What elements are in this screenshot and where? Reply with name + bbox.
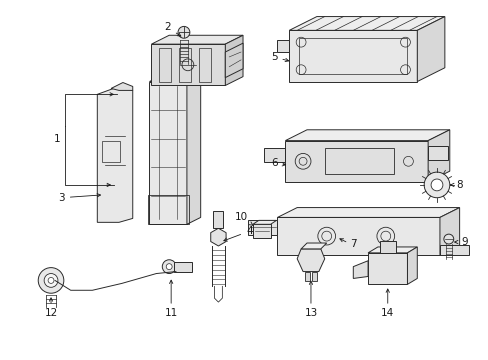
Polygon shape (186, 75, 200, 224)
Bar (213, 211, 223, 228)
Text: 6: 6 (270, 158, 285, 168)
Polygon shape (252, 220, 276, 224)
Polygon shape (427, 130, 449, 182)
Polygon shape (277, 208, 459, 217)
Polygon shape (247, 220, 277, 235)
Text: 2: 2 (164, 22, 181, 36)
Polygon shape (289, 17, 444, 30)
Text: 9: 9 (454, 237, 468, 247)
Polygon shape (263, 148, 285, 162)
Text: 8: 8 (450, 180, 462, 190)
Polygon shape (301, 243, 326, 249)
Polygon shape (439, 245, 468, 255)
Bar (102, 141, 120, 162)
Polygon shape (151, 35, 243, 44)
Text: 13: 13 (304, 308, 317, 318)
Polygon shape (352, 261, 367, 278)
Text: 11: 11 (164, 308, 178, 318)
Polygon shape (439, 208, 459, 255)
Polygon shape (149, 82, 186, 224)
Bar (299, 38, 407, 74)
Polygon shape (151, 44, 225, 85)
Polygon shape (367, 247, 416, 253)
Circle shape (38, 267, 64, 293)
Polygon shape (407, 247, 416, 284)
Text: 4: 4 (224, 226, 252, 241)
Bar (367, 253, 407, 284)
Bar (147, 195, 188, 224)
Circle shape (443, 234, 453, 244)
Bar (179, 48, 190, 82)
Circle shape (162, 260, 176, 274)
Polygon shape (285, 141, 427, 182)
Circle shape (423, 172, 449, 198)
Polygon shape (277, 40, 289, 52)
Circle shape (178, 26, 189, 38)
Polygon shape (225, 43, 243, 78)
Text: 7: 7 (349, 239, 356, 249)
Polygon shape (97, 86, 132, 222)
Polygon shape (285, 130, 449, 141)
Text: 14: 14 (380, 308, 394, 318)
Polygon shape (427, 145, 447, 160)
Polygon shape (149, 75, 200, 82)
Bar (252, 224, 270, 238)
Bar (324, 148, 393, 174)
Polygon shape (277, 217, 439, 255)
Text: 5: 5 (270, 52, 288, 62)
Text: 3: 3 (58, 193, 101, 203)
Polygon shape (416, 17, 444, 82)
Polygon shape (297, 249, 324, 271)
Polygon shape (111, 82, 132, 90)
Bar (311, 271, 316, 282)
Circle shape (166, 264, 172, 270)
Bar (159, 48, 171, 82)
Text: 1: 1 (54, 134, 61, 144)
Text: 10: 10 (234, 212, 253, 225)
Bar (379, 241, 395, 253)
Circle shape (48, 278, 54, 283)
Polygon shape (210, 228, 225, 246)
Polygon shape (225, 35, 243, 85)
Bar (198, 48, 210, 82)
Circle shape (44, 274, 58, 287)
Text: 12: 12 (44, 308, 58, 318)
Bar (305, 271, 309, 282)
Polygon shape (289, 30, 416, 82)
Circle shape (430, 179, 442, 191)
Bar (174, 262, 191, 271)
